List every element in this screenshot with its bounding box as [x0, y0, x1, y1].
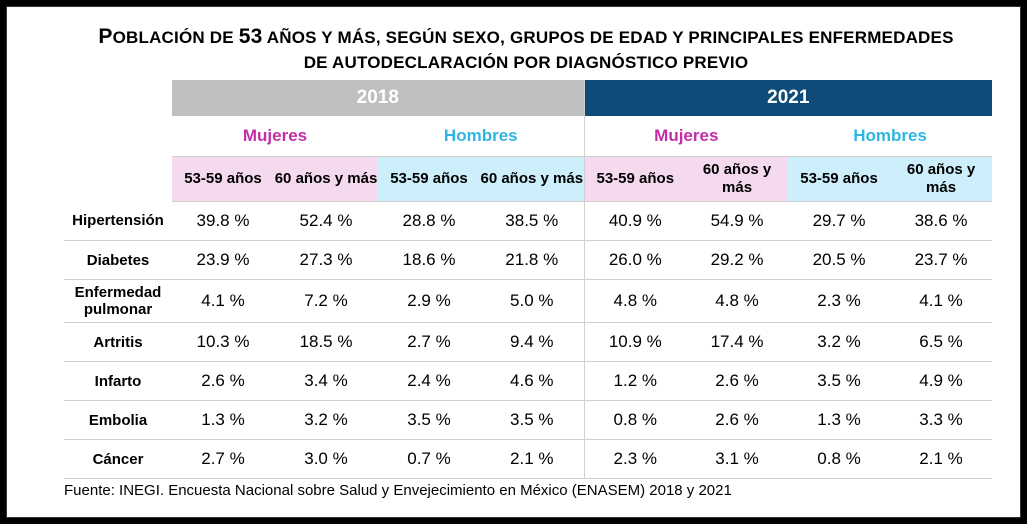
table-cell: 4.9 %	[890, 361, 993, 401]
table-cell: 3.2 %	[788, 322, 891, 362]
age-header: 60 años y más	[274, 156, 378, 202]
table-cell: 4.8 %	[686, 279, 789, 323]
table-cell: 26.0 %	[583, 240, 687, 280]
table-cell: 40.9 %	[583, 201, 687, 241]
row-label: Hipertensión	[64, 201, 172, 241]
table-cell: 3.5 %	[788, 361, 891, 401]
table-cell: 28.8 %	[378, 201, 480, 241]
table-cell: 4.1 %	[172, 279, 274, 323]
row-label: Enfermedad pulmonar	[64, 279, 172, 323]
table-cell: 2.6 %	[686, 361, 789, 401]
table-cell: 2.3 %	[788, 279, 891, 323]
table-cell: 29.7 %	[788, 201, 891, 241]
table-cell: 52.4 %	[274, 201, 378, 241]
table-cell: 54.9 %	[686, 201, 789, 241]
table-cell: 5.0 %	[480, 279, 585, 323]
table-cell: 2.7 %	[172, 439, 274, 479]
age-header-row: 53-59 años 60 años y más 53-59 años 60 a…	[64, 156, 993, 202]
age-header: 60 años y más	[686, 156, 789, 202]
table-cell: 2.3 %	[583, 439, 687, 479]
table-cell: 3.2 %	[274, 400, 378, 440]
sex-header-hombres-2021: Hombres	[788, 116, 993, 157]
table-cell: 4.8 %	[583, 279, 687, 323]
table-cell: 2.4 %	[378, 361, 480, 401]
table-cell: 10.3 %	[172, 322, 274, 362]
year-header-2018: 2018	[172, 80, 585, 116]
table-cell: 4.6 %	[480, 361, 585, 401]
corner-cell	[64, 157, 172, 202]
table-cell: 0.8 %	[583, 400, 687, 440]
sex-header-mujeres-2021: Mujeres	[583, 116, 789, 157]
sex-header-mujeres-2018: Mujeres	[172, 116, 378, 157]
table-cell: 3.5 %	[378, 400, 480, 440]
sex-header-hombres-2018: Hombres	[378, 116, 585, 157]
corner-cell	[64, 80, 172, 116]
row-label: Artritis	[64, 322, 172, 362]
table-cell: 38.5 %	[480, 201, 585, 241]
row-label: Embolia	[64, 400, 172, 440]
year-header-2021: 2021	[583, 80, 993, 116]
table-cell: 1.3 %	[788, 400, 891, 440]
table-cell: 9.4 %	[480, 322, 585, 362]
table-row: Embolia 1.3 % 3.2 % 3.5 % 3.5 % 0.8 % 2.…	[64, 400, 993, 440]
table-cell: 18.6 %	[378, 240, 480, 280]
table-cell: 3.1 %	[686, 439, 789, 479]
table-cell: 6.5 %	[890, 322, 993, 362]
age-header: 60 años y más	[890, 156, 993, 202]
age-header: 60 años y más	[480, 156, 585, 202]
table-cell: 3.0 %	[274, 439, 378, 479]
table-cell: 0.8 %	[788, 439, 891, 479]
age-header: 53-59 años	[378, 156, 480, 202]
age-header: 53-59 años	[172, 156, 274, 202]
table-cell: 18.5 %	[274, 322, 378, 362]
age-header: 53-59 años	[788, 156, 891, 202]
table-row: Cáncer 2.7 % 3.0 % 0.7 % 2.1 % 2.3 % 3.1…	[64, 439, 993, 479]
table-cell: 1.2 %	[583, 361, 687, 401]
year-header-row: 2018 2021	[64, 80, 993, 116]
corner-cell	[64, 116, 172, 157]
table-cell: 29.2 %	[686, 240, 789, 280]
row-label: Cáncer	[64, 439, 172, 479]
table-cell: 20.5 %	[788, 240, 891, 280]
table-cell: 1.3 %	[172, 400, 274, 440]
title-line-2: DE AUTODECLARACIÓN POR DIAGNÓSTICO PREVI…	[303, 53, 749, 72]
table-cell: 23.9 %	[172, 240, 274, 280]
table-row: Enfermedad pulmonar 4.1 % 7.2 % 2.9 % 5.…	[64, 279, 993, 323]
table-cell: 2.1 %	[480, 439, 585, 479]
table-cell: 39.8 %	[172, 201, 274, 241]
disease-table: 2018 2021 Mujeres Hombres Mujeres Hombre…	[64, 80, 993, 479]
row-label: Infarto	[64, 361, 172, 401]
table-cell: 3.4 %	[274, 361, 378, 401]
source-note: Fuente: INEGI. Encuesta Nacional sobre S…	[64, 482, 732, 499]
title-line-1: POBLACIÓN DE 53 AÑOS Y MÁS, SEGÚN SEXO, …	[98, 25, 954, 48]
row-label: Diabetes	[64, 240, 172, 280]
table-row: Infarto 2.6 % 3.4 % 2.4 % 4.6 % 1.2 % 2.…	[64, 361, 993, 401]
table-cell: 38.6 %	[890, 201, 993, 241]
table-cell: 2.7 %	[378, 322, 480, 362]
table-row: Hipertensión 39.8 % 52.4 % 28.8 % 38.5 %…	[64, 201, 993, 241]
table-cell: 3.5 %	[480, 400, 585, 440]
table-row: Diabetes 23.9 % 27.3 % 18.6 % 21.8 % 26.…	[64, 240, 993, 280]
table-cell: 10.9 %	[583, 322, 687, 362]
table-cell: 2.6 %	[686, 400, 789, 440]
table-cell: 23.7 %	[890, 240, 993, 280]
table-cell: 3.3 %	[890, 400, 993, 440]
age-header: 53-59 años	[583, 156, 687, 202]
table-cell: 17.4 %	[686, 322, 789, 362]
table-cell: 21.8 %	[480, 240, 585, 280]
table-cell: 2.6 %	[172, 361, 274, 401]
table-row: Artritis 10.3 % 18.5 % 2.7 % 9.4 % 10.9 …	[64, 322, 993, 362]
table-cell: 4.1 %	[890, 279, 993, 323]
table-cell: 0.7 %	[378, 439, 480, 479]
table-cell: 2.9 %	[378, 279, 480, 323]
table-cell: 2.1 %	[890, 439, 993, 479]
sex-header-row: Mujeres Hombres Mujeres Hombres	[64, 116, 993, 157]
page-title: POBLACIÓN DE 53 AÑOS Y MÁS, SEGÚN SEXO, …	[46, 24, 1006, 75]
table-cell: 27.3 %	[274, 240, 378, 280]
table-cell: 7.2 %	[274, 279, 378, 323]
